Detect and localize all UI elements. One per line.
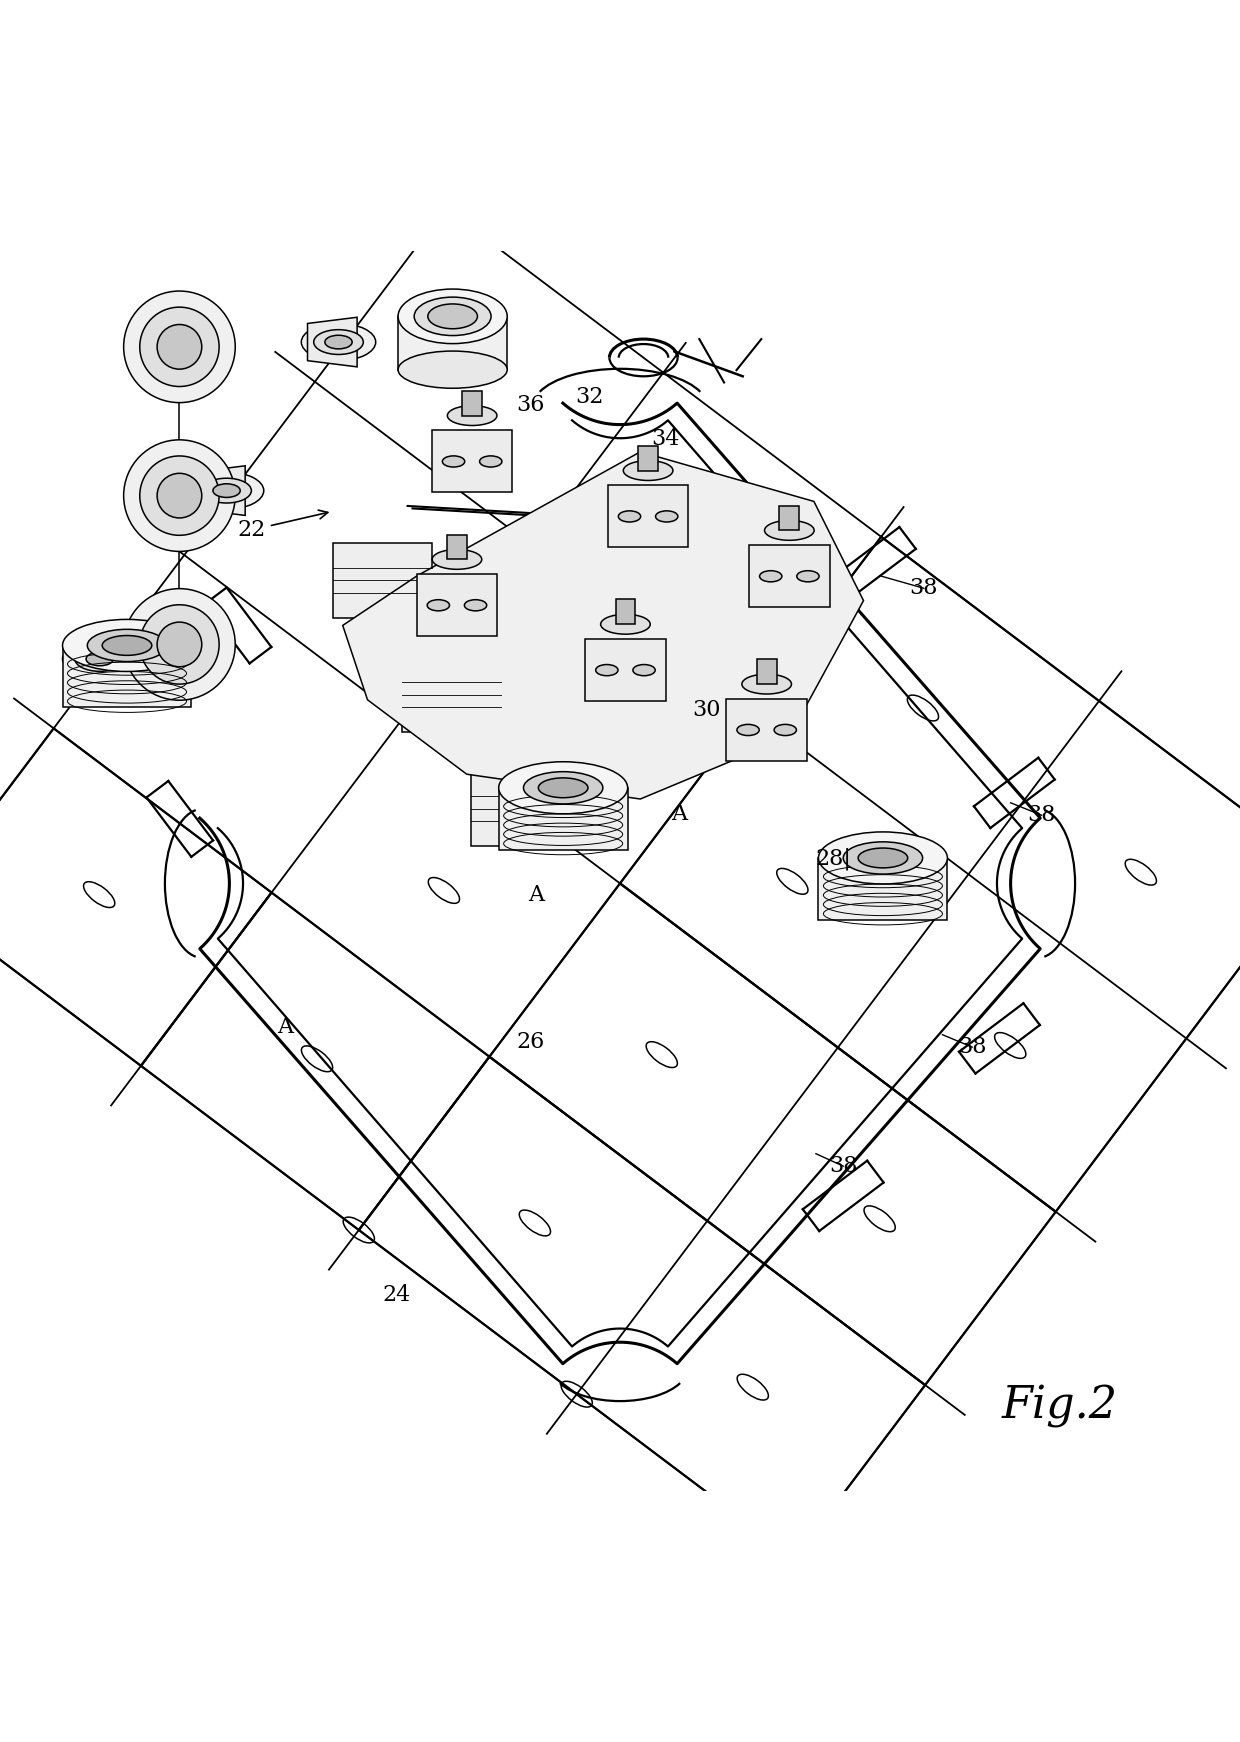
Ellipse shape <box>301 324 376 361</box>
Text: 28|: 28| <box>816 847 851 869</box>
Ellipse shape <box>74 646 124 671</box>
Ellipse shape <box>742 674 791 693</box>
Circle shape <box>140 307 219 387</box>
Ellipse shape <box>325 334 352 348</box>
Text: A: A <box>528 883 543 906</box>
Text: A: A <box>672 803 687 826</box>
Polygon shape <box>417 575 497 636</box>
Ellipse shape <box>62 641 136 678</box>
Ellipse shape <box>87 629 166 662</box>
Ellipse shape <box>858 848 908 868</box>
Polygon shape <box>780 505 800 530</box>
Ellipse shape <box>843 841 923 874</box>
Polygon shape <box>818 859 947 920</box>
Circle shape <box>157 622 202 667</box>
Ellipse shape <box>398 289 507 343</box>
Circle shape <box>157 474 202 517</box>
Text: 32: 32 <box>575 387 603 408</box>
Text: 38: 38 <box>910 577 937 599</box>
Polygon shape <box>402 657 501 732</box>
Ellipse shape <box>398 352 507 388</box>
Text: A: A <box>278 1016 293 1038</box>
Ellipse shape <box>62 620 191 671</box>
Ellipse shape <box>737 725 759 735</box>
Ellipse shape <box>619 510 641 523</box>
Ellipse shape <box>314 329 363 354</box>
Circle shape <box>140 604 219 685</box>
Polygon shape <box>749 545 830 608</box>
Text: 26: 26 <box>517 1031 544 1054</box>
Ellipse shape <box>774 725 796 735</box>
Ellipse shape <box>818 833 947 883</box>
Polygon shape <box>727 699 807 761</box>
Polygon shape <box>62 646 191 707</box>
Text: 36: 36 <box>517 394 544 416</box>
Ellipse shape <box>443 456 465 467</box>
Ellipse shape <box>414 298 491 336</box>
Polygon shape <box>432 430 512 493</box>
Text: 24: 24 <box>383 1284 410 1306</box>
Polygon shape <box>498 787 627 850</box>
Ellipse shape <box>465 599 487 611</box>
Polygon shape <box>342 451 863 800</box>
Ellipse shape <box>213 484 241 498</box>
Ellipse shape <box>428 303 477 329</box>
Ellipse shape <box>797 571 820 582</box>
Ellipse shape <box>632 664 655 676</box>
Ellipse shape <box>523 772 603 803</box>
Ellipse shape <box>600 615 650 634</box>
Ellipse shape <box>624 460 673 481</box>
Ellipse shape <box>433 549 482 570</box>
Text: 22: 22 <box>238 510 327 542</box>
Polygon shape <box>334 544 433 617</box>
Text: Fig.2: Fig.2 <box>1002 1385 1118 1428</box>
Ellipse shape <box>498 761 627 814</box>
Text: 34: 34 <box>652 429 680 451</box>
Polygon shape <box>608 486 688 547</box>
Polygon shape <box>448 535 467 559</box>
Ellipse shape <box>480 456 502 467</box>
Polygon shape <box>471 772 570 847</box>
Circle shape <box>157 324 202 369</box>
Text: 38: 38 <box>830 1155 857 1178</box>
Ellipse shape <box>86 652 113 665</box>
Ellipse shape <box>656 510 678 523</box>
Polygon shape <box>68 634 118 685</box>
Text: 30: 30 <box>693 699 720 721</box>
Ellipse shape <box>595 664 618 676</box>
Ellipse shape <box>538 779 588 798</box>
Ellipse shape <box>190 472 264 509</box>
Ellipse shape <box>448 406 497 425</box>
Circle shape <box>124 291 236 402</box>
Polygon shape <box>463 390 482 416</box>
Polygon shape <box>639 446 658 470</box>
Text: 38: 38 <box>1028 805 1055 826</box>
Polygon shape <box>756 658 776 685</box>
Text: 38: 38 <box>959 1036 986 1057</box>
Ellipse shape <box>765 521 815 540</box>
Polygon shape <box>615 599 635 624</box>
Ellipse shape <box>102 636 151 655</box>
Circle shape <box>124 439 236 552</box>
Ellipse shape <box>428 599 450 611</box>
Polygon shape <box>196 465 246 516</box>
Ellipse shape <box>202 479 252 503</box>
Polygon shape <box>585 639 666 700</box>
Ellipse shape <box>760 571 782 582</box>
Polygon shape <box>308 317 357 368</box>
Polygon shape <box>398 317 507 369</box>
Circle shape <box>124 589 236 700</box>
Circle shape <box>140 456 219 535</box>
